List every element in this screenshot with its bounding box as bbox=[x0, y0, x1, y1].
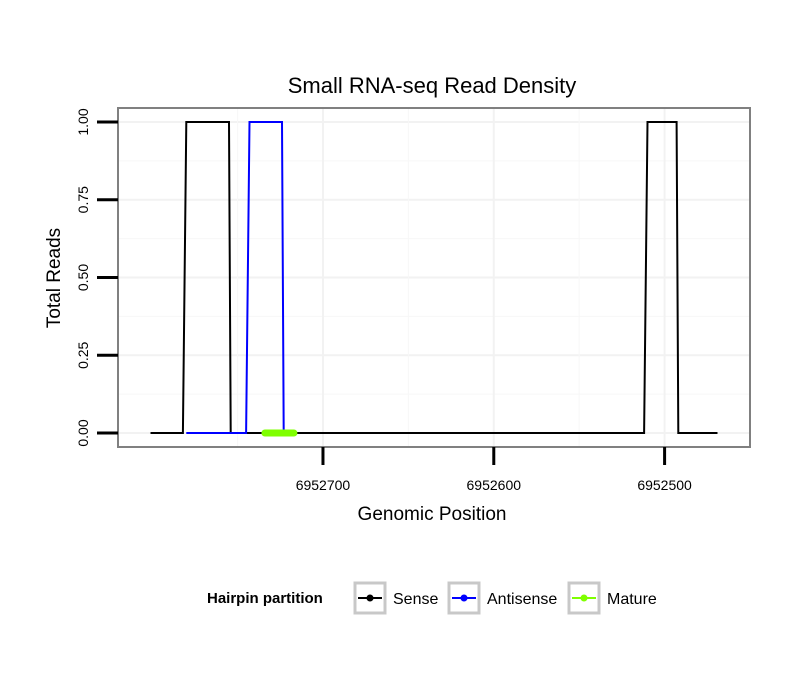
legend-key-dot-mature bbox=[580, 594, 588, 602]
y-axis-title: Total Reads bbox=[44, 228, 65, 328]
legend-label-mature: Mature bbox=[607, 591, 657, 608]
x-tick-label: 6952700 bbox=[296, 477, 351, 493]
grid bbox=[118, 108, 750, 447]
series-line-sense bbox=[150, 121, 718, 434]
x-axis-title: Genomic Position bbox=[358, 504, 507, 525]
legend-label-sense: Sense bbox=[393, 591, 438, 608]
y-tick-label: 0.75 bbox=[75, 186, 91, 213]
y-tick-label: 0.50 bbox=[75, 264, 91, 291]
series-layer bbox=[150, 121, 718, 434]
y-axis: 0.00 0.25 0.50 0.75 1.00 bbox=[75, 108, 118, 447]
legend-label-antisense: Antisense bbox=[487, 591, 557, 608]
legend-title: Hairpin partition bbox=[207, 590, 323, 607]
y-tick-label: 0.25 bbox=[75, 341, 91, 368]
chart-title: Small RNA-seq Read Density bbox=[288, 73, 577, 98]
y-tick-label: 1.00 bbox=[75, 108, 91, 135]
y-tick-label: 0.00 bbox=[75, 419, 91, 446]
x-axis: 6952700 6952600 6952500 bbox=[296, 447, 692, 493]
x-tick-label: 6952600 bbox=[467, 477, 522, 493]
legend: Hairpin partition Sense Antisense Mature bbox=[207, 581, 657, 615]
x-tick-label: 6952500 bbox=[637, 477, 692, 493]
legend-key-dot-antisense bbox=[460, 594, 468, 602]
legend-key-dot-sense bbox=[366, 594, 374, 602]
